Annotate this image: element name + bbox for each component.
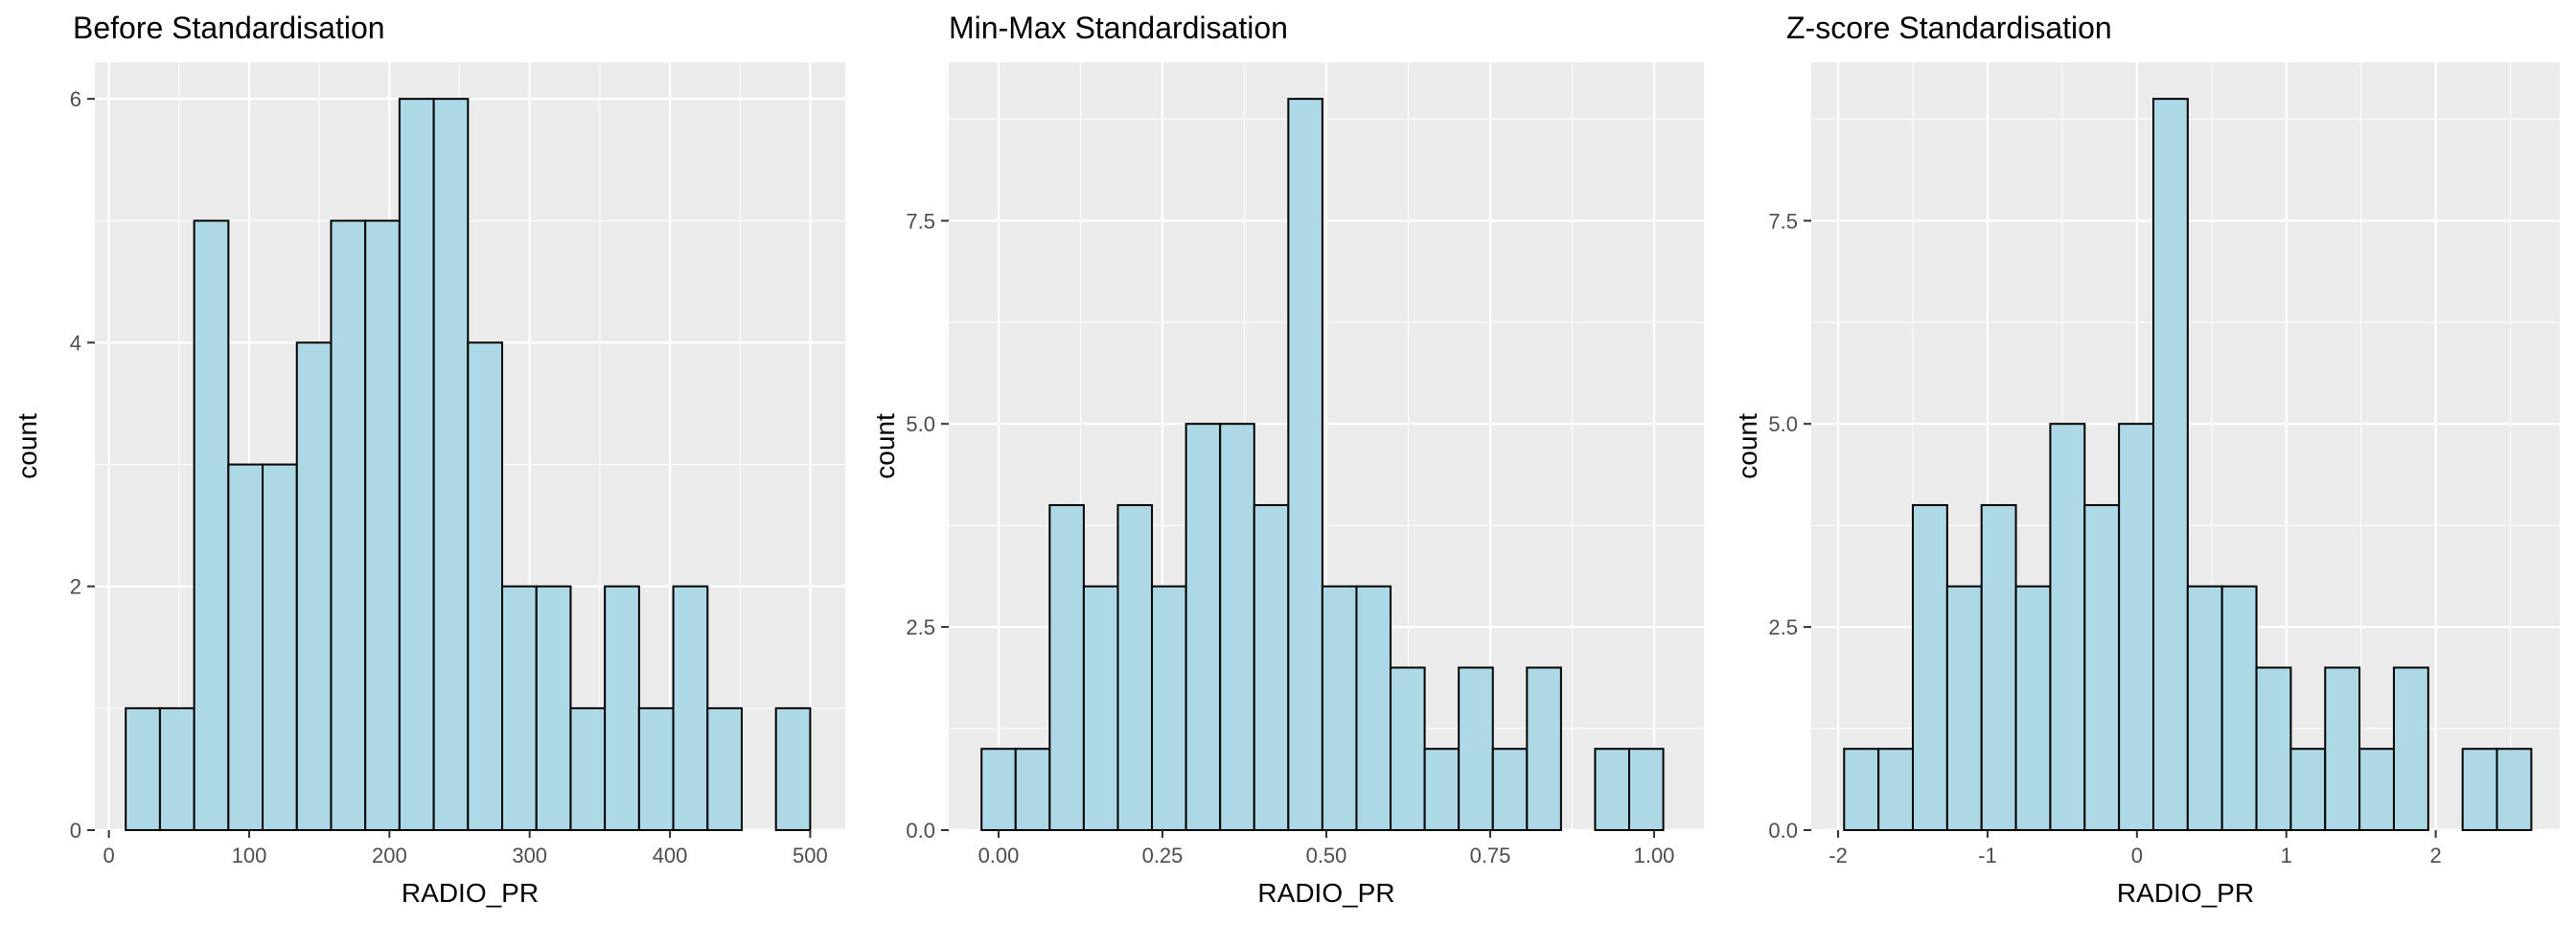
histogram-bar (2358, 748, 2395, 831)
histogram-bar (1014, 748, 1051, 831)
histogram-bar (1048, 503, 1085, 831)
chart-panel-1: 0 100 200 300 400 500 0 2 4 6 Before Standardisati… (12, 11, 845, 908)
histogram-bar (2083, 503, 2121, 831)
histogram-bar (980, 748, 1017, 831)
y-tick-label: 0.0 (1768, 819, 1798, 843)
y-tick-label: 7.5 (1768, 209, 1798, 233)
x-tick-label: 0.00 (978, 844, 1020, 867)
y-tick-label: 7.5 (906, 209, 935, 233)
histogram-bar (1390, 666, 1426, 831)
histogram-bar (2461, 748, 2498, 831)
histogram-bar (2118, 423, 2154, 831)
histogram-bar (432, 98, 470, 831)
histogram-bar (1355, 585, 1392, 832)
x-tick-label: -2 (1828, 844, 1848, 867)
x-tick-label: 0.25 (1142, 844, 1184, 867)
x-tick-label: 0 (2131, 844, 2143, 867)
x-tick-label: 100 (232, 844, 267, 867)
histogram-bar (672, 585, 709, 832)
histogram-bar (1458, 666, 1494, 831)
y-tick-label: 4 (70, 331, 81, 355)
x-tick-label: 1.00 (1634, 844, 1675, 867)
x-axis-title: RADIO_PR (402, 878, 539, 908)
chart-title: Min-Max Standardisation (949, 11, 1288, 45)
histogram-bar (1843, 748, 1880, 831)
histogram-bar (774, 706, 812, 831)
histogram-bar (398, 98, 435, 831)
histogram-bar (2496, 748, 2533, 831)
histogram-bar (1116, 503, 1154, 831)
x-tick-label: 0 (104, 844, 115, 867)
y-axis-title: count (870, 413, 900, 479)
histogram-bar (706, 706, 743, 831)
histogram-bar (2255, 666, 2292, 831)
histogram-bar (2151, 98, 2189, 831)
histogram-bar (364, 220, 401, 832)
x-tick-label: -1 (1978, 844, 1997, 867)
histogram-bar (1082, 585, 1119, 832)
histogram-bar (637, 706, 675, 831)
histogram-bar (1321, 585, 1358, 832)
histogram-bar (1628, 748, 1665, 831)
histogram-bar (125, 706, 161, 831)
histogram-bar (569, 706, 607, 831)
y-tick-label: 5.0 (1768, 412, 1798, 436)
histogram-bar (2392, 666, 2429, 831)
histogram-bar (1219, 423, 1255, 831)
histogram-bar (501, 585, 538, 832)
chart-title: Z-score Standardisation (1786, 11, 2112, 45)
histogram-bar (1253, 503, 1290, 831)
y-tick-label: 5.0 (906, 412, 935, 436)
y-tick-label: 2.5 (906, 615, 935, 639)
chart-title: Before Standardisation (73, 11, 385, 45)
y-tick-label: 2.5 (1768, 615, 1798, 639)
x-tick-label: 500 (793, 844, 828, 867)
histogram-bar (2289, 748, 2327, 831)
histogram-bar (227, 463, 264, 831)
histogram-bar (2014, 585, 2052, 832)
x-tick-label: 2 (2429, 844, 2441, 867)
histogram-bar (1594, 748, 1631, 831)
x-tick-label: 400 (653, 844, 688, 867)
histogram-bar (295, 341, 333, 831)
histogram-bar (330, 220, 367, 832)
x-tick-label: 200 (372, 844, 407, 867)
y-tick-label: 6 (70, 87, 81, 111)
histogram-bar (2186, 585, 2223, 832)
histogram-bar (1184, 423, 1222, 831)
histogram-bar (604, 585, 640, 832)
histogram-bar (262, 463, 298, 831)
y-axis-title: count (12, 413, 42, 479)
chart-panel-2: 0.00 0.25 0.50 0.75 1.00 0.0 2.5 5.0 7.5 Min-Max … (870, 11, 1704, 908)
histogram-bar (1423, 748, 1460, 831)
histogram-bar (2220, 585, 2258, 832)
histogram-bar (1877, 748, 1915, 831)
y-tick-label: 0.0 (906, 819, 935, 843)
histogram-bar (1151, 585, 1187, 832)
chart-panel-3: -2 -1 0 1 2 0.0 2.5 5.0 7.5 Z-score Standardisati… (1733, 11, 2560, 908)
histogram-bar (1912, 503, 1948, 831)
histogram-bar (467, 341, 504, 831)
y-tick-label: 2 (70, 575, 81, 599)
histogram-bar (1980, 503, 2017, 831)
histogram-bar (1287, 98, 1323, 831)
histogram-bar (1491, 748, 1529, 831)
x-tick-label: 1 (2281, 844, 2292, 867)
histogram-bar (193, 220, 230, 832)
x-axis-title: RADIO_PR (1257, 878, 1394, 908)
y-tick-label: 0 (70, 819, 81, 843)
histogram-bar (158, 706, 196, 831)
histogram-bar (1526, 666, 1562, 831)
y-axis-title: count (1733, 413, 1762, 479)
histogram-bar (535, 585, 572, 832)
x-tick-label: 0.75 (1470, 844, 1511, 867)
x-axis-title: RADIO_PR (2117, 878, 2254, 908)
x-tick-label: 300 (512, 844, 547, 867)
histogram-bar (2049, 423, 2086, 831)
histogram-bar (2324, 666, 2361, 831)
histogram-bar (1945, 585, 1983, 832)
x-tick-label: 0.50 (1306, 844, 1347, 867)
